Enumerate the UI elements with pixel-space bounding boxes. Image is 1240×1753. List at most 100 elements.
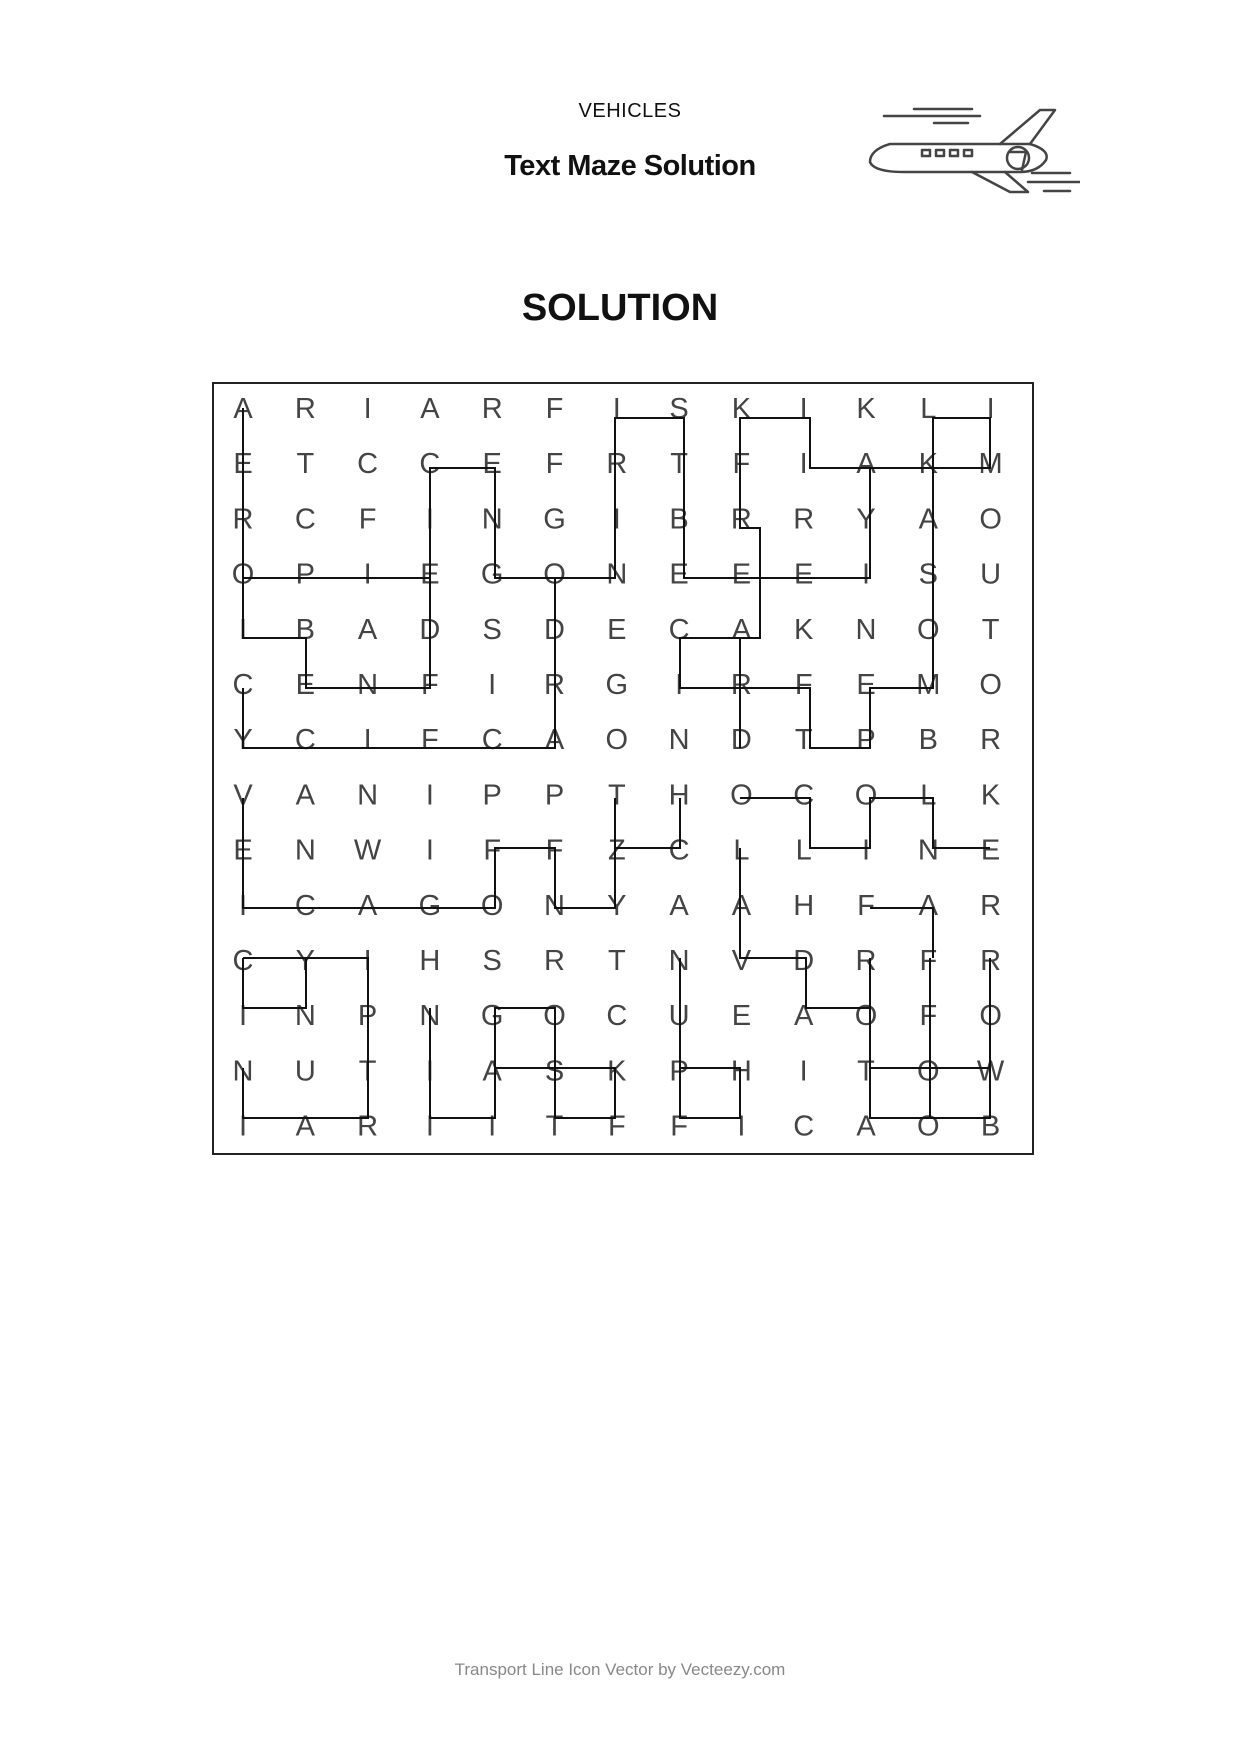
maze-letter: B (919, 724, 938, 756)
maze-letter: F (795, 669, 813, 701)
maze-letter: C (357, 448, 378, 480)
maze-letter: O (917, 1055, 940, 1087)
attribution-footer: Transport Line Icon Vector by Vecteezy.c… (454, 1660, 786, 1679)
maze-letter: I (488, 1111, 496, 1143)
maze-letter: I (613, 503, 621, 535)
maze-letter: I (737, 1111, 745, 1143)
maze-letter: L (796, 835, 812, 867)
maze-letter: F (733, 448, 751, 480)
maze-letter: H (731, 1055, 752, 1087)
maze-letter: A (732, 890, 752, 922)
maze-letter: O (606, 724, 629, 756)
maze-letter: O (730, 779, 753, 811)
maze-letter: Y (856, 503, 875, 535)
maze-letter: G (543, 503, 566, 535)
maze-letter: P (483, 779, 502, 811)
maze-letter: F (359, 503, 377, 535)
maze-letter: N (856, 614, 877, 646)
maze-letter: I (364, 724, 372, 756)
maze-letter: N (669, 724, 690, 756)
maze-letter: C (482, 724, 503, 756)
maze-letter: E (732, 1000, 751, 1032)
maze-letter: A (794, 1000, 814, 1032)
maze-border (212, 382, 1034, 1155)
maze-letter: I (862, 559, 870, 591)
maze-letter: K (794, 614, 814, 646)
maze-letter: E (856, 669, 875, 701)
page-title: Text Maze Solution (504, 150, 756, 182)
maze-letter: A (732, 614, 752, 646)
maze-letter: O (979, 669, 1002, 701)
maze-letter: H (793, 890, 814, 922)
maze-letter: G (606, 669, 629, 701)
solution-path (242, 408, 991, 1119)
maze-letter: R (980, 724, 1001, 756)
maze-letter: I (426, 1111, 434, 1143)
maze-letter: N (357, 669, 378, 701)
maze-letter: C (606, 1000, 627, 1032)
maze-letter: W (354, 835, 382, 867)
maze-letter: G (419, 890, 442, 922)
maze-letter: C (419, 448, 440, 480)
maze-letter: D (793, 945, 814, 977)
maze-letter: O (979, 503, 1002, 535)
maze-letter: I (239, 1000, 247, 1032)
maze-letter: O (917, 614, 940, 646)
maze-letter: I (239, 1111, 247, 1143)
maze-letter: A (919, 890, 939, 922)
maze-letter: R (793, 503, 814, 535)
maze-letter: S (919, 559, 938, 591)
maze-letter: A (420, 393, 440, 425)
maze-letter: C (233, 669, 254, 701)
maze-letter: M (916, 669, 940, 701)
maze-letter: E (732, 559, 751, 591)
maze-letter: P (856, 724, 875, 756)
maze-letter: K (856, 393, 876, 425)
maze-letter: C (295, 503, 316, 535)
maze-letter: C (793, 779, 814, 811)
maze-letter: T (296, 448, 314, 480)
maze-letter: R (482, 393, 503, 425)
maze-letter: Y (607, 890, 626, 922)
maze-letter: V (233, 779, 253, 811)
maze-letter: H (669, 779, 690, 811)
maze-letter: K (981, 779, 1001, 811)
maze-letter: T (608, 779, 626, 811)
maze-letter: A (856, 448, 876, 480)
maze-letter: F (546, 393, 564, 425)
maze-letter: F (546, 448, 564, 480)
maze-letter: F (919, 945, 937, 977)
maze-letter: L (733, 835, 749, 867)
maze-letter: D (731, 724, 752, 756)
maze-letter: I (800, 448, 808, 480)
maze-letter: E (794, 559, 813, 591)
maze-letter: I (800, 393, 808, 425)
maze-letter: C (793, 1111, 814, 1143)
maze-letter: E (981, 835, 1000, 867)
maze-letter: I (364, 393, 372, 425)
maze-letter: T (795, 724, 813, 756)
maze-letter: A (919, 503, 939, 535)
maze-letter: N (918, 835, 939, 867)
solution-heading: SOLUTION (521, 287, 719, 329)
maze-letter: R (980, 890, 1001, 922)
maze-letter: T (670, 448, 688, 480)
maze-letter: A (669, 890, 689, 922)
maze-letter: I (426, 779, 434, 811)
maze-letter: P (296, 559, 315, 591)
maze-letter: C (295, 890, 316, 922)
maze-letter: O (855, 779, 878, 811)
maze-letter: R (731, 669, 752, 701)
maze-letter: I (364, 559, 372, 591)
maze-letter: T (857, 1055, 875, 1087)
maze-letter: A (856, 1111, 876, 1143)
maze-letter: T (608, 945, 626, 977)
maze-letter: A (358, 614, 378, 646)
maze-letter: I (800, 1055, 808, 1087)
maze-letter: R (731, 503, 752, 535)
airplane-icon (868, 107, 1080, 194)
maze-letter: K (919, 448, 939, 480)
maze-letter: I (488, 669, 496, 701)
maze-letter: N (606, 559, 627, 591)
maze-letter: U (980, 559, 1001, 591)
